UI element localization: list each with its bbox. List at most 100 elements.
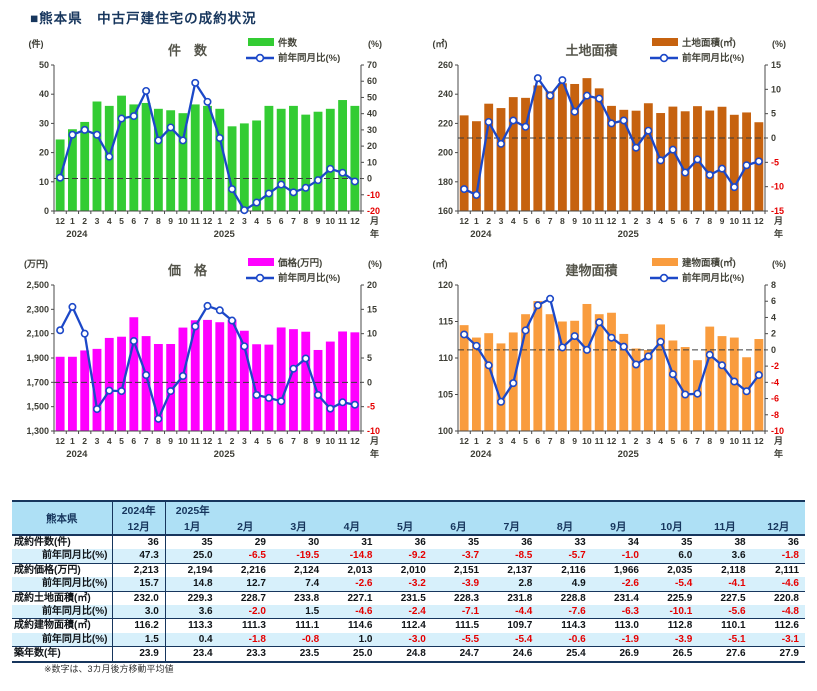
- bars-group: [55, 317, 360, 432]
- chart-title: 価 格: [167, 263, 208, 278]
- table-cell: 38: [734, 537, 746, 548]
- table-cell: 112.6: [751, 618, 805, 633]
- table-cell: 14.8: [165, 577, 219, 592]
- bars-group: [55, 95, 360, 211]
- table-cell: -1.8: [751, 549, 805, 564]
- svg-text:12: 12: [754, 216, 764, 226]
- svg-text:9: 9: [168, 216, 173, 226]
- svg-text:11: 11: [742, 216, 751, 226]
- svg-text:12: 12: [754, 436, 764, 446]
- chart-contract-count: 0 10 20 30 40 50 -20 -10 0 10 20 30 40 50 60 70 12 1 2 3 4 5 6…: [8, 31, 408, 249]
- table-cell: -1.0: [591, 549, 645, 564]
- svg-text:2024: 2024: [470, 229, 492, 240]
- row-label: 前年同月比(%): [12, 605, 113, 619]
- table-row: 成約価格(万円) 2,213 2,194 2,216 2,124 2,013 2,010 2,…: [12, 562, 805, 578]
- table-cell: 47.3: [112, 549, 166, 564]
- svg-text:240: 240: [438, 89, 453, 99]
- table-row: 前年同月比(%) 15.7 14.8 12.7 7.4 -2.6 -3.2 -3.9 2.8 4.…: [12, 577, 805, 592]
- svg-text:120: 120: [438, 280, 453, 290]
- svg-text:(%): (%): [368, 259, 382, 269]
- svg-text:160: 160: [438, 206, 453, 216]
- svg-text:105: 105: [438, 390, 453, 400]
- svg-text:-6: -6: [771, 394, 779, 404]
- svg-text:40: 40: [367, 109, 377, 119]
- svg-text:2: 2: [230, 436, 235, 446]
- svg-text:7: 7: [695, 436, 700, 446]
- svg-text:2025: 2025: [214, 229, 236, 240]
- svg-text:-8: -8: [771, 410, 779, 420]
- table-cell: 1.5: [271, 605, 326, 619]
- table-cell: 2,116: [538, 562, 592, 578]
- svg-text:2025: 2025: [618, 229, 640, 240]
- chart-legend: 価格(万円) 前年同月比(%): [246, 257, 340, 284]
- svg-text:50: 50: [367, 92, 377, 102]
- table-cell: 228.7: [218, 590, 272, 606]
- svg-text:1,300: 1,300: [26, 426, 49, 436]
- table-corner-label: 熊本県: [12, 501, 113, 535]
- month-column-header: 10月: [644, 518, 699, 535]
- table-cell: 114.3: [538, 618, 592, 633]
- svg-text:12: 12: [607, 436, 617, 446]
- table-cell: 114.6: [325, 618, 379, 633]
- svg-text:(㎡): (㎡): [433, 258, 448, 269]
- svg-text:12: 12: [350, 436, 360, 446]
- svg-text:1: 1: [474, 216, 479, 226]
- svg-text:110: 110: [438, 353, 453, 363]
- svg-text:9: 9: [316, 436, 321, 446]
- svg-text:12: 12: [55, 436, 65, 446]
- row-label: 成約件数(件): [12, 535, 113, 550]
- yoy-line-group: [460, 294, 763, 406]
- table-cell: 1.0: [325, 632, 379, 647]
- svg-text:6: 6: [131, 216, 136, 226]
- svg-text:7: 7: [548, 436, 553, 446]
- table-cell: 24.7: [431, 646, 486, 662]
- svg-text:年: 年: [370, 448, 379, 459]
- table-cell: -5.5: [431, 632, 486, 647]
- svg-text:10: 10: [326, 436, 336, 446]
- svg-text:2,100: 2,100: [26, 329, 49, 339]
- row-label: 前年同月比(%): [12, 549, 113, 564]
- svg-text:前年同月比(%): 前年同月比(%): [278, 272, 340, 284]
- svg-text:12: 12: [203, 216, 213, 226]
- table-cell: 2,111: [751, 562, 805, 578]
- svg-text:12: 12: [350, 216, 360, 226]
- svg-text:20: 20: [367, 280, 377, 290]
- table-cell: 0.4: [165, 632, 219, 647]
- svg-text:2: 2: [486, 436, 491, 446]
- table-cell: 26.9: [591, 646, 645, 662]
- svg-text:(%): (%): [772, 259, 786, 269]
- svg-text:100: 100: [438, 426, 453, 436]
- svg-text:4: 4: [254, 216, 259, 226]
- svg-text:1,900: 1,900: [26, 353, 49, 363]
- svg-text:4: 4: [254, 436, 259, 446]
- svg-text:10: 10: [582, 216, 592, 226]
- svg-text:前年同月比(%): 前年同月比(%): [278, 52, 340, 64]
- table-cell: 36: [112, 535, 166, 550]
- table-cell: 7.4: [271, 577, 326, 592]
- svg-text:5: 5: [523, 436, 528, 446]
- svg-text:8: 8: [156, 216, 161, 226]
- svg-text:0: 0: [771, 133, 776, 143]
- svg-text:1: 1: [621, 436, 626, 446]
- svg-text:-5: -5: [771, 157, 779, 167]
- table-cell: 231.4: [591, 590, 645, 606]
- svg-text:12: 12: [607, 216, 617, 226]
- table-row: 成約件数(件) 36 35 29 30 31 36 35 36 33 34 35 38 36: [12, 535, 805, 550]
- table-cell: -5.7: [538, 549, 592, 564]
- table-cell: 36: [414, 537, 426, 548]
- svg-text:7: 7: [291, 436, 296, 446]
- svg-text:10: 10: [771, 84, 781, 94]
- table-row: 成約土地面積(㎡) 232.0 229.3 228.7 233.8 227.1 231.5 2…: [12, 590, 805, 606]
- chart-title: 建物面積: [565, 263, 618, 278]
- svg-text:2: 2: [486, 216, 491, 226]
- svg-text:0: 0: [367, 377, 372, 387]
- svg-text:8: 8: [707, 216, 712, 226]
- table-cell: -3.7: [431, 549, 486, 564]
- svg-text:10: 10: [326, 216, 336, 226]
- table-cell: 116.2: [112, 618, 166, 633]
